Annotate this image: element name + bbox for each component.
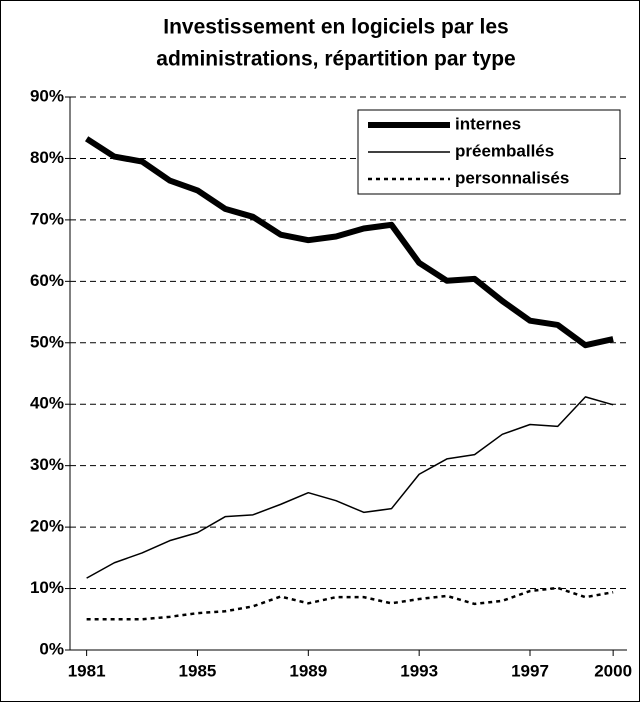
series-line [86, 396, 614, 579]
legend-label: préemballés [455, 141, 554, 160]
legend-label: personnalisés [455, 168, 569, 187]
chart-title: Investissement en logiciels par les [163, 16, 509, 39]
y-tick-label: 20% [30, 517, 64, 536]
y-tick-label: 70% [30, 209, 64, 228]
x-tick-label: 1985 [179, 661, 217, 680]
x-tick-label: 2000 [594, 661, 632, 680]
x-tick-label: 1981 [68, 661, 106, 680]
x-tick-label: 1997 [511, 661, 549, 680]
x-tick-label: 1989 [289, 661, 327, 680]
series-line [85, 136, 614, 349]
y-tick-label: 80% [30, 148, 64, 167]
x-tick-label: 1993 [400, 661, 438, 680]
y-tick-label: 30% [30, 455, 64, 474]
legend-label: internes [455, 114, 521, 133]
y-tick-label: 40% [30, 394, 64, 413]
y-tick-label: 10% [30, 578, 64, 597]
chart-title: administrations, répartition par type [156, 48, 515, 71]
y-tick-label: 60% [30, 271, 64, 290]
series-line [86, 586, 614, 621]
y-tick-label: 90% [30, 86, 64, 105]
y-tick-label: 0% [39, 639, 64, 658]
y-tick-label: 50% [30, 332, 64, 351]
